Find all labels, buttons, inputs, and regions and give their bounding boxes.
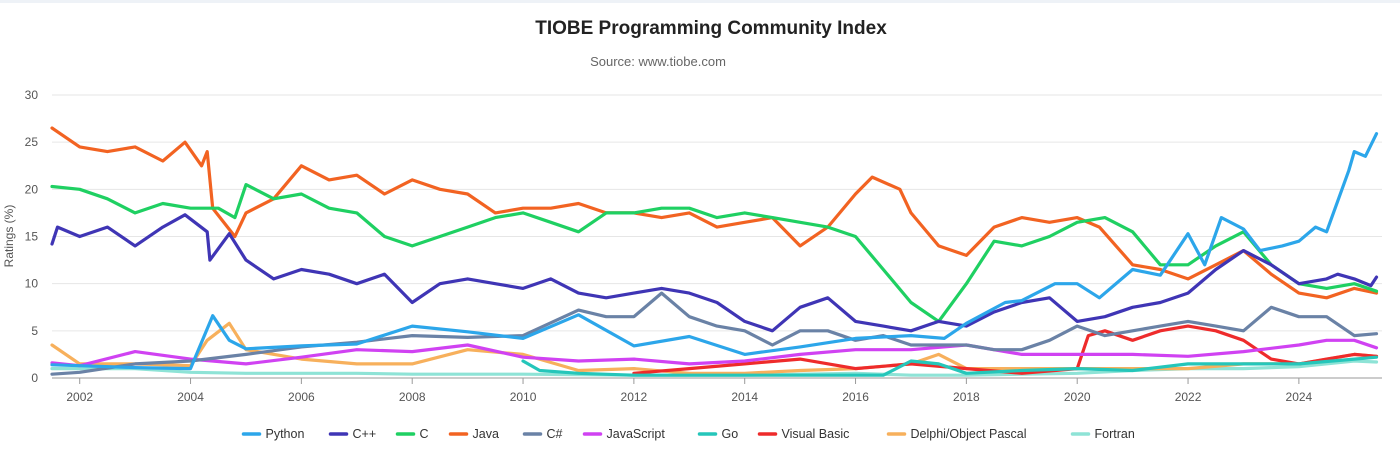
y-tick-label: 30 <box>25 88 39 102</box>
series-line-fortran <box>50 359 1379 377</box>
legend: Python C++ C Java C# JavaScript Go Visual Basic… <box>241 427 1135 441</box>
legend-label: JavaScript <box>607 427 666 441</box>
y-axis: 0 5 10 15 20 25 30 <box>25 88 39 385</box>
chart-subtitle: Source: www.tiobe.com <box>590 54 726 69</box>
legend-label: C <box>420 427 429 441</box>
x-tick-label: 2004 <box>177 390 204 404</box>
legend-item-c[interactable]: C <box>395 427 429 441</box>
series-line-java <box>50 126 1379 300</box>
series-line-javascript <box>50 338 1379 368</box>
y-tick-label: 25 <box>25 135 39 149</box>
y-tick-label: 10 <box>25 277 39 291</box>
legend-label: Delphi/Object Pascal <box>911 427 1027 441</box>
legend-label: Fortran <box>1095 427 1135 441</box>
legend-label: Python <box>266 427 305 441</box>
y-tick-label: 5 <box>31 324 38 338</box>
x-tick-label: 2014 <box>731 390 758 404</box>
legend-label: C# <box>547 427 563 441</box>
x-tick-label: 2002 <box>66 390 93 404</box>
series-line-c- <box>50 213 1379 333</box>
x-tick-label: 2020 <box>1064 390 1091 404</box>
legend-item-javascript[interactable]: JavaScript <box>582 427 666 441</box>
legend-item-python[interactable]: Python <box>241 427 305 441</box>
y-tick-label: 15 <box>25 230 39 244</box>
series-line-python <box>50 132 1379 371</box>
gridlines <box>52 94 1382 379</box>
legend-item-go[interactable]: Go <box>697 427 739 441</box>
series-lines <box>50 126 1379 377</box>
x-tick-label: 2010 <box>510 390 537 404</box>
x-tick-label: 2006 <box>288 390 315 404</box>
y-axis-label: Ratings (%) <box>2 205 16 268</box>
legend-item-delphi-object-pascal[interactable]: Delphi/Object Pascal <box>886 427 1027 441</box>
x-axis: 2002 2004 2006 2008 2010 2012 2014 2016 2018 2020… <box>52 377 1382 404</box>
y-tick-label: 20 <box>25 182 39 196</box>
legend-label: Visual Basic <box>782 427 850 441</box>
legend-item-c-[interactable]: C# <box>522 427 563 441</box>
y-tick-label: 0 <box>31 371 38 385</box>
x-tick-label: 2018 <box>953 390 980 404</box>
legend-item-c-[interactable]: C++ <box>328 427 377 441</box>
legend-item-java[interactable]: Java <box>448 427 499 441</box>
x-tick-label: 2016 <box>842 390 869 404</box>
series-line-go <box>521 355 1379 377</box>
x-tick-label: 2024 <box>1286 390 1313 404</box>
legend-label: C++ <box>353 427 377 441</box>
chart-title: TIOBE Programming Community Index <box>535 18 887 39</box>
series-line-c <box>50 183 1379 323</box>
series-line-c- <box>50 291 1379 376</box>
legend-item-fortran[interactable]: Fortran <box>1070 427 1135 441</box>
x-tick-label: 2008 <box>399 390 426 404</box>
top-divider <box>0 0 1400 3</box>
x-tick-label: 2022 <box>1175 390 1202 404</box>
legend-label: Go <box>722 427 739 441</box>
legend-label: Java <box>473 427 499 441</box>
x-tick-label: 2012 <box>621 390 648 404</box>
legend-item-visual-basic[interactable]: Visual Basic <box>757 427 850 441</box>
